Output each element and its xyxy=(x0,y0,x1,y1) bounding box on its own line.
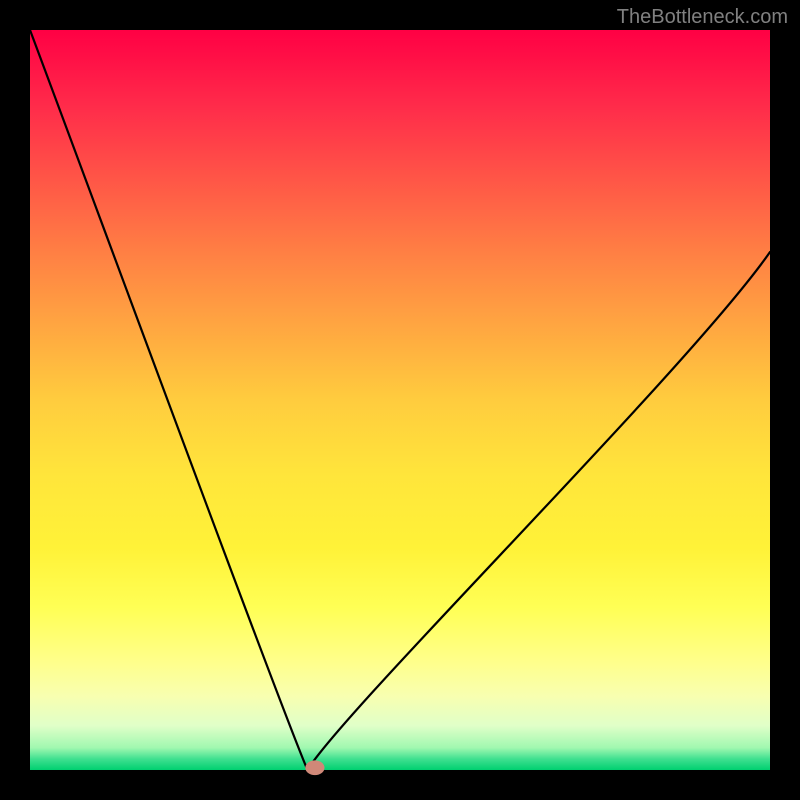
bottleneck-chart xyxy=(0,0,800,800)
optimal-point-marker xyxy=(305,760,324,775)
watermark-text: TheBottleneck.com xyxy=(617,6,788,29)
chart-plot-area xyxy=(30,30,770,770)
chart-container: TheBottleneck.com xyxy=(0,0,800,800)
